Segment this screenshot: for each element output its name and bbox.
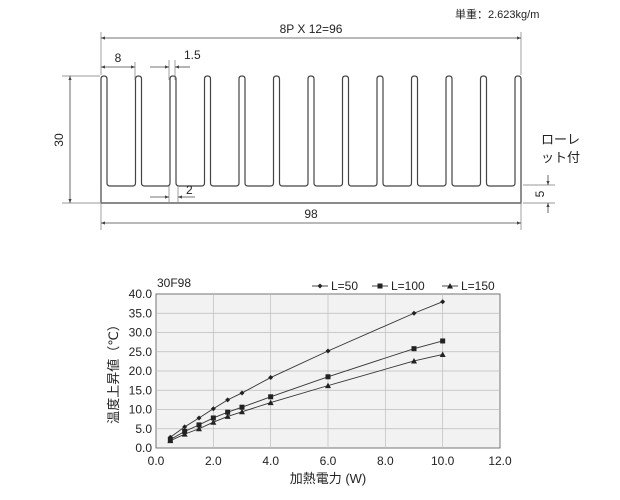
y-tick-label: 40.0 [129,287,153,301]
data-point [411,357,417,364]
data-point [325,374,331,380]
x-tick-label: 4.0 [262,454,279,468]
y-tick-label: 25.0 [129,345,153,359]
legend-marker [317,283,323,289]
data-point [182,424,188,430]
heatsink-profile [100,75,522,204]
legend-marker [377,283,383,289]
legend-marker [447,283,453,289]
x-tick-label: 8.0 [377,454,394,468]
y-tick-label: 5.0 [135,422,152,436]
x-tick-label: 6.0 [320,454,337,468]
chart-legend: L=50 L=100 L=150 [312,279,495,293]
fin-thickness-label: 1.5 [184,48,201,62]
data-point [224,413,231,419]
data-point [268,394,274,400]
data-point [196,422,202,428]
y-tick-label: 30.0 [129,326,153,340]
data-point [267,399,274,406]
data-point [440,299,446,305]
height-label: 30 [52,133,66,147]
y-tick-label: 20.0 [129,364,153,378]
x-tick-label: 10.0 [431,454,455,468]
x-tick-label: 12.0 [488,454,512,468]
data-point [440,338,446,344]
knurled-note-line1: ローレ [541,132,580,147]
width-label: 98 [304,207,318,221]
data-point [439,351,446,357]
data-point [167,437,174,444]
tick-labels: 0.0 2.0 4.0 6.0 8.0 10.0 12.0 0.0 5.0 10.0 15.0 20.… [129,287,512,468]
fin-root-label: 2 [186,183,193,197]
data-point [225,397,231,403]
x-tick-label: 0.0 [148,454,165,468]
chart-title: 30F98 [157,276,191,290]
knurled-note-line2: ット付 [541,150,580,165]
base-thickness-label: 5 [533,190,547,197]
legend-label: L=150 [461,279,495,293]
y-tick-label: 15.0 [129,383,153,397]
y-axis-label: 温度上昇値（℃） [106,318,121,424]
data-point [210,415,216,421]
legend-label: L=100 [391,279,425,293]
series-line [170,340,443,440]
pitch-label: 8 [115,51,122,65]
data-point [181,431,188,437]
y-tick-label: 10.0 [129,403,153,417]
series-l-150 [167,351,446,444]
data-point [268,375,274,381]
x-axis-label: 加熱電力 (W) [290,471,367,486]
legend-label: L=50 [331,279,358,293]
data-point [210,419,217,425]
x-tick-label: 2.0 [205,454,222,468]
total-width-label: 8P X 12=96 [280,22,343,36]
series-layer [167,299,446,444]
data-point [210,406,216,412]
series-line [170,354,443,442]
data-point [325,382,331,389]
data-point [225,409,231,415]
unit-weight-label: 単重：2.623kg/m [455,9,540,21]
data-point [239,390,245,396]
data-point [325,348,331,354]
series-line [170,301,443,438]
temperature-rise-chart: 30F98 0.0 2.0 4.0 6.0 8.0 10.0 12.0 0.0 5.0 10.0 1… [106,276,512,486]
data-point [196,415,202,421]
data-point [239,404,245,410]
data-point [411,310,417,316]
heatsink-drawing: 8P X 12=96 8 1.5 2 30 5 98 ローレ ット付 [52,22,580,230]
data-point [411,346,417,352]
data-point [239,408,245,415]
data-point [196,425,202,432]
y-tick-label: 35.0 [129,306,153,320]
y-tick-label: 0.0 [135,441,152,455]
